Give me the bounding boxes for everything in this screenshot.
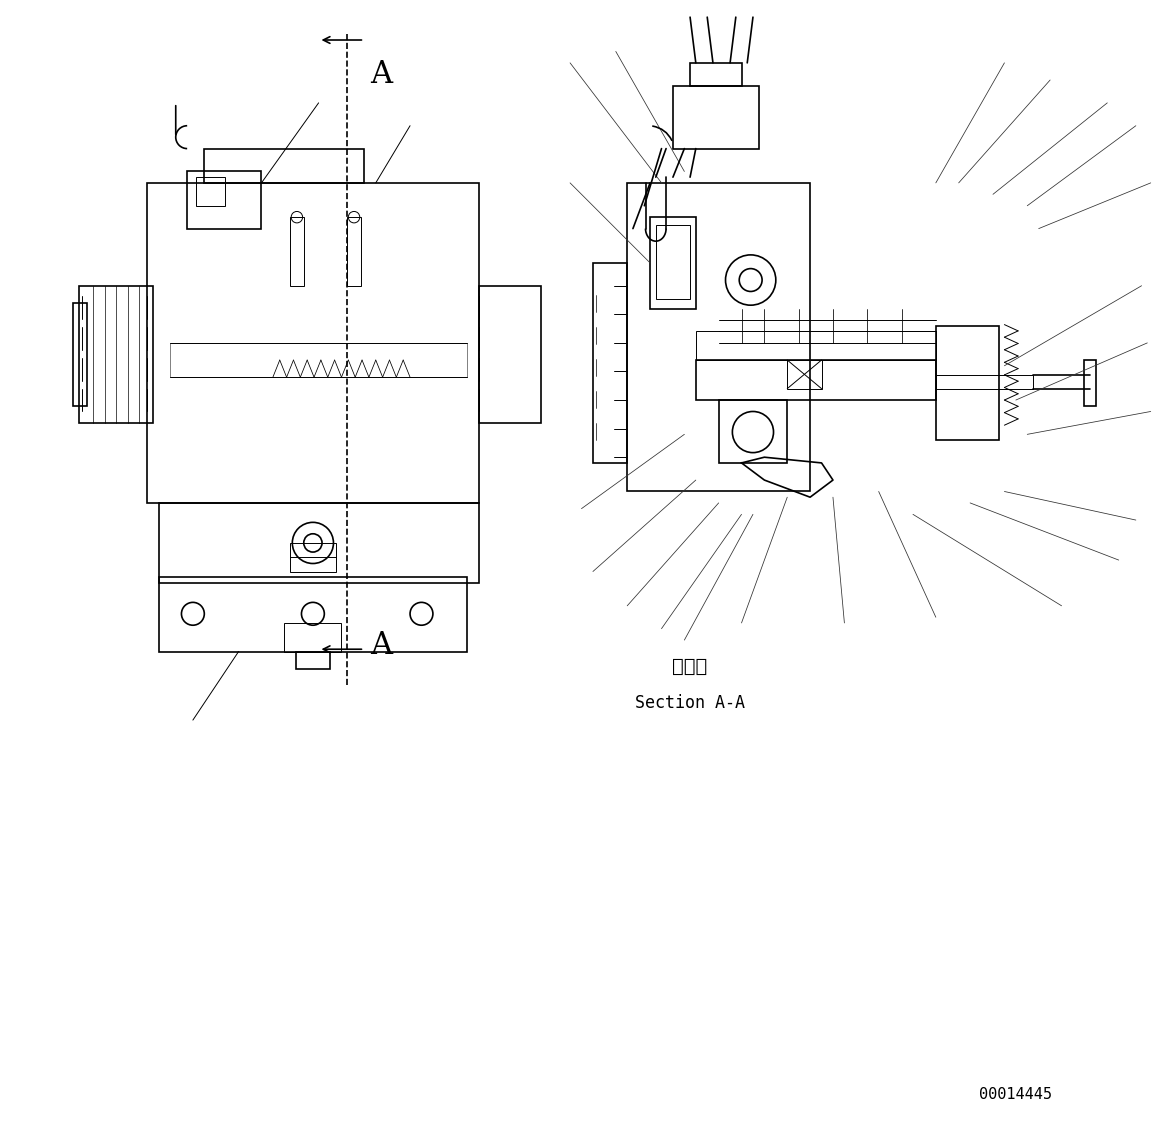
Bar bbox=[170, 343, 468, 377]
Bar bbox=[787, 360, 821, 389]
Bar bbox=[290, 543, 336, 572]
Bar bbox=[656, 225, 690, 299]
Bar bbox=[1084, 360, 1096, 406]
Text: 断　面: 断 面 bbox=[672, 657, 708, 676]
Bar bbox=[205, 149, 364, 183]
Bar bbox=[593, 263, 627, 463]
Bar bbox=[695, 360, 936, 400]
Bar bbox=[158, 503, 479, 583]
Bar bbox=[673, 86, 758, 149]
Bar bbox=[148, 183, 479, 503]
Text: A: A bbox=[370, 58, 392, 90]
Bar bbox=[690, 63, 742, 86]
Bar bbox=[936, 326, 999, 440]
Bar bbox=[73, 303, 86, 406]
Bar bbox=[284, 623, 342, 652]
Text: Section A-A: Section A-A bbox=[635, 694, 745, 712]
Bar bbox=[695, 331, 936, 360]
Bar bbox=[158, 577, 468, 652]
Text: 00014445: 00014445 bbox=[979, 1087, 1053, 1103]
Bar bbox=[650, 217, 695, 309]
Bar bbox=[719, 400, 787, 463]
Bar bbox=[627, 183, 811, 491]
Bar bbox=[936, 375, 1033, 389]
Bar bbox=[79, 286, 152, 423]
Bar bbox=[348, 217, 361, 286]
Text: A: A bbox=[370, 630, 392, 662]
Bar bbox=[197, 177, 224, 206]
Bar bbox=[479, 286, 542, 423]
Bar bbox=[290, 217, 304, 286]
Bar bbox=[187, 171, 262, 229]
Bar bbox=[295, 652, 330, 669]
